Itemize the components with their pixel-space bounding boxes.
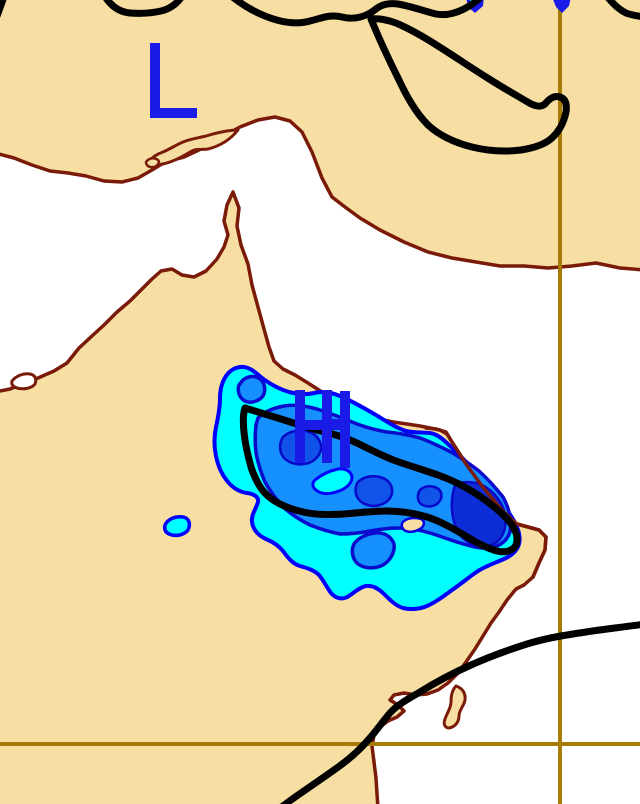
- precip-area-heavy-mid: [354, 474, 394, 508]
- contour-top-east: [605, 0, 640, 20]
- precip-hole-land: [400, 516, 426, 534]
- precip-area-heavy-small: [416, 485, 443, 508]
- contour-closed-crescent: [367, 15, 570, 155]
- islet-small-west: [144, 157, 161, 169]
- pressure-marker-glyph-bar: [322, 390, 332, 463]
- pressure-marker-H-2: H: [330, 391, 350, 468]
- island-southeast: [442, 684, 467, 730]
- precip-area-med-lobe: [236, 374, 267, 404]
- coastline-overlay-east: [424, 426, 548, 579]
- pressure-marker-H-1: H: [295, 390, 332, 463]
- pressure-marker-glyph-bar: [295, 390, 305, 463]
- pressure-marker-glyph-bar: [150, 43, 160, 118]
- pressure-marker-glyph-bar: [303, 420, 324, 430]
- islet-west-coast: [10, 372, 38, 391]
- pressure-marker-glyph-bar: [340, 391, 350, 468]
- contour-top-west: [103, 0, 184, 17]
- pressure-marker-glyph-bar: [330, 419, 342, 430]
- pressure-marker-L-0: L: [150, 43, 197, 118]
- precip-area-med-lower: [350, 531, 396, 570]
- contour-top-mid: [230, 0, 483, 27]
- precip-area-light-detached: [162, 515, 192, 538]
- contour-corner-stub: [0, 0, 7, 18]
- pressure-marker-glyph-bar: [150, 108, 197, 118]
- precip-hole-light: [311, 467, 354, 495]
- contour-southeast: [279, 621, 640, 804]
- precip-patch-top-b: [553, 0, 571, 13]
- contour-closed-precip: [239, 404, 521, 556]
